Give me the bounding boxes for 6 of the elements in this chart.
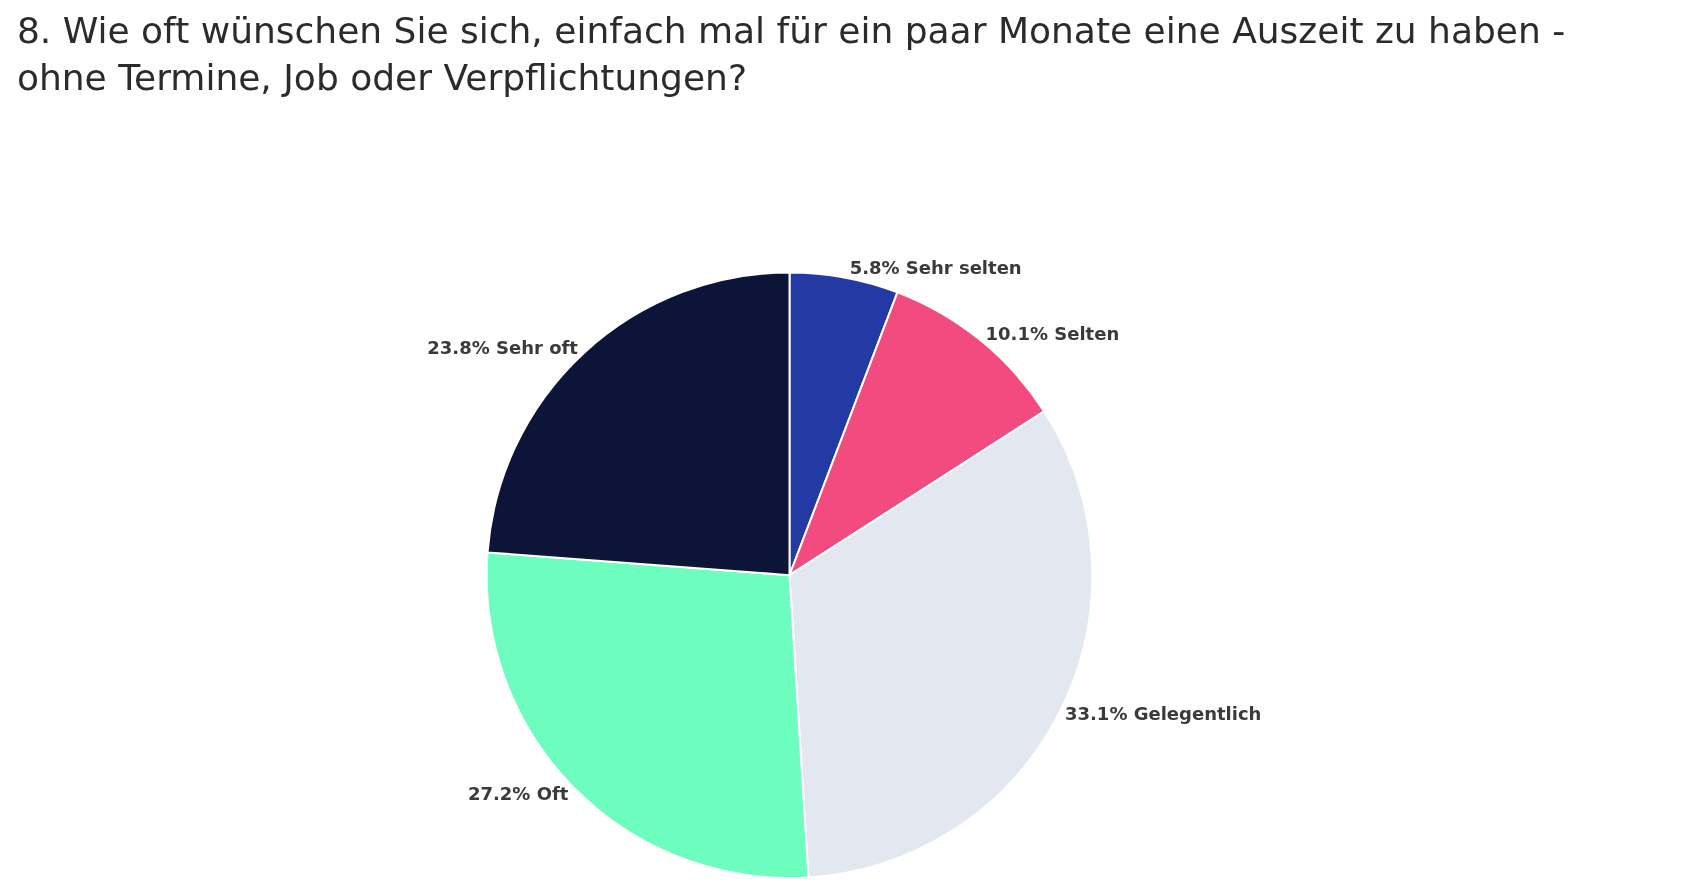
slice-label: 10.1% Selten bbox=[985, 323, 1120, 345]
slice-label: 5.8% Sehr selten bbox=[849, 256, 1022, 278]
slice-label: 33.1% Gelegentlich bbox=[1064, 703, 1262, 725]
chart-title: 8. Wie oft wünschen Sie sich, einfach mal für ein paar Monate eine Auszeit zu haben - ohne Termine, Job oder Verpflichtungen? bbox=[16, 10, 1566, 98]
slice-label: 23.8% Sehr oft bbox=[427, 337, 579, 359]
slice-label: 27.2% Oft bbox=[467, 782, 569, 804]
